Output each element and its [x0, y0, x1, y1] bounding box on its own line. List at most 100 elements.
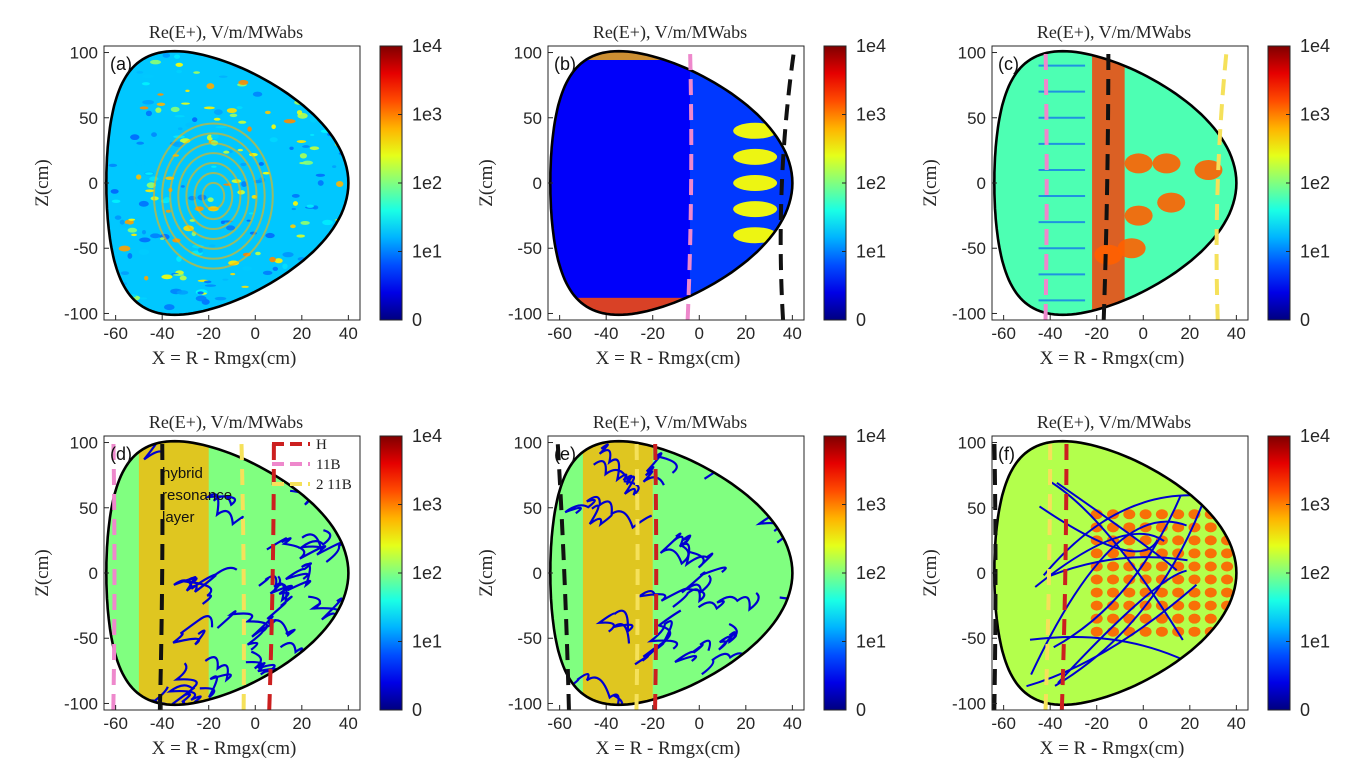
field-speckle [309, 316, 316, 319]
x-tick-label: -40 [1038, 324, 1063, 343]
field-contour [251, 615, 296, 638]
x-tick-label: -40 [150, 714, 175, 733]
field-speckle [220, 220, 225, 225]
field-speckle [208, 244, 216, 248]
field-speckle [206, 83, 215, 90]
field-blob [1204, 522, 1217, 533]
field-speckle [271, 124, 276, 130]
field-speckle [142, 99, 155, 105]
field-speckle [322, 219, 333, 226]
resonance-lines [111, 436, 276, 710]
field-speckle [291, 207, 296, 211]
resonance-line-2-11B [239, 436, 246, 710]
y-tick-label: 50 [523, 499, 542, 518]
field-contour [269, 575, 293, 603]
field-contour [1054, 494, 1208, 687]
x-tick-label: 20 [292, 324, 311, 343]
field-speckle [283, 307, 293, 311]
field-speckle [269, 137, 278, 143]
field-speckle [214, 296, 227, 301]
field-speckle [343, 249, 349, 252]
field-speckle [238, 80, 249, 85]
field-speckle [253, 64, 263, 69]
field-blob [1139, 613, 1152, 624]
field-cutoff-region [550, 51, 690, 315]
field-blob [1107, 548, 1120, 559]
field-speckle [246, 219, 251, 222]
field-blob [1188, 561, 1201, 572]
x-tick-label: -60 [103, 324, 128, 343]
field-speckle [181, 102, 190, 105]
field-speckle [283, 119, 296, 124]
field-speckle [332, 165, 337, 168]
field-blob [1107, 587, 1120, 598]
resonance-line-H [653, 436, 659, 710]
field-contour [642, 452, 678, 486]
x-tick-label: -40 [1038, 714, 1063, 733]
colorbar-tick-label: 1e4 [856, 426, 886, 446]
x-axis-label: X = R - Rmgx(cm) [152, 738, 297, 759]
x-tick-label: 20 [292, 714, 311, 733]
field-blob [1172, 509, 1185, 520]
field-blob [1204, 535, 1217, 546]
colorbar-tick-label: 0 [1300, 310, 1310, 330]
x-axis-label: X = R - Rmgx(cm) [1040, 348, 1185, 369]
field-speckle [299, 153, 307, 159]
x-tick-label: 20 [1180, 714, 1199, 733]
field-speckle [213, 109, 223, 115]
colorbar-tick-label: 1e2 [856, 173, 886, 193]
x-tick-label: -60 [991, 324, 1016, 343]
field-speckle [298, 51, 309, 56]
panel-label: (b) [554, 54, 576, 74]
field-speckle [252, 91, 263, 97]
x-tick-label: -40 [594, 714, 619, 733]
field-speckle [306, 204, 314, 208]
field-speckle [309, 146, 320, 151]
field-contour [1042, 494, 1197, 576]
field-contour [166, 662, 202, 704]
colorbar-tick-label: 1e2 [412, 563, 442, 583]
field-speckle [255, 251, 261, 256]
field-speckle [240, 162, 247, 167]
colorbar-tick-label: 1e1 [856, 632, 886, 652]
field-speckle [321, 89, 333, 93]
field-speckle [145, 172, 154, 175]
y-tick-label: -100 [64, 694, 98, 713]
chart-title: Re(E+), V/m/MWabs [149, 412, 303, 433]
field-speckle [172, 141, 184, 148]
field-speckle [265, 232, 275, 239]
field-contour [258, 575, 293, 620]
field-speckle [174, 115, 185, 118]
field-speckle [163, 197, 171, 202]
field-contour [143, 441, 174, 461]
field-speckle [249, 212, 254, 215]
field-speckle [241, 285, 249, 288]
field-speckle [127, 227, 138, 233]
field-speckle [139, 297, 148, 300]
field-speckle [341, 107, 349, 113]
field-speckle [106, 287, 116, 292]
field-speckle [230, 272, 236, 276]
field-blob [1139, 574, 1152, 585]
field-blob [1107, 574, 1120, 585]
field-speckle [226, 225, 236, 231]
x-axis-label: X = R - Rmgx(cm) [1040, 738, 1185, 759]
field-speckle [290, 271, 297, 275]
field-speckle [302, 145, 310, 148]
chart-title: Re(E+), V/m/MWabs [593, 22, 747, 43]
resonance-lines [1043, 46, 1230, 320]
field-speckle [262, 270, 273, 275]
panel-label: (f) [998, 444, 1015, 464]
field-speckle [254, 296, 264, 303]
x-tick-label: -20 [1084, 714, 1109, 733]
field-blob [1172, 522, 1185, 533]
field-blob [1094, 244, 1123, 265]
field-speckle [197, 247, 203, 253]
x-tick-label: 0 [1139, 714, 1148, 733]
colorbar-tick-label: 1e3 [1300, 105, 1330, 125]
field-blob [1204, 587, 1217, 598]
field-speckle [119, 219, 125, 225]
colorbar-tick-label: 1e3 [856, 495, 886, 515]
field-speckle [127, 253, 133, 259]
field-speckle [215, 126, 228, 129]
